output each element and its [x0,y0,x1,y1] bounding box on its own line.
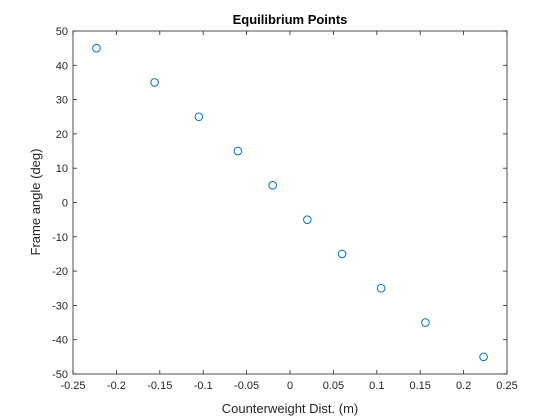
data-point [233,146,243,156]
data-point [337,249,347,259]
x-tick-label: -0.15 [147,380,172,392]
y-tick-label: -20 [52,266,68,278]
data-point [150,78,159,87]
data-point [92,43,101,53]
x-tick-label: -0.25 [60,380,85,392]
x-tick-label: 0.2 [456,380,471,392]
x-tick-label: -0.05 [234,380,259,392]
data-point [194,112,204,122]
y-tick-label: 0 [62,198,68,210]
x-axis-label: Counterweight Dist. (m) [222,401,359,416]
data-point [268,181,277,190]
data-point [479,352,488,362]
data-point [421,318,430,327]
y-tick-label: -40 [52,335,68,347]
x-tick-label: -0.1 [194,380,213,392]
chart-title: Equilibrium Points [233,12,348,27]
x-tick-label: 0.05 [323,380,344,392]
x-tick-label: 0.25 [496,380,517,392]
y-tick-label: 20 [56,129,68,141]
y-tick-label: 30 [56,95,68,107]
y-tick-label: 40 [56,60,68,72]
y-tick-label: 10 [56,163,68,175]
x-tick-label: -0.2 [107,380,126,392]
y-tick-label: -10 [52,232,68,244]
axes-box [72,30,508,375]
x-tick-label: 0.1 [369,380,384,392]
y-axis-label: Frame angle (deg) [28,149,43,256]
y-tick-label: -50 [52,369,68,381]
y-tick-label: 50 [56,26,68,38]
x-tick-label: 0 [287,380,293,392]
x-tick-label: 0.15 [409,380,430,392]
y-tick-label: -30 [52,300,68,312]
plot-area: -0.25 -0.2 -0.15 -0.1 -0.05 0 0.05 0.1 0.15 0.2 0.… [52,26,518,392]
data-point [376,283,386,293]
data-point [303,215,312,224]
